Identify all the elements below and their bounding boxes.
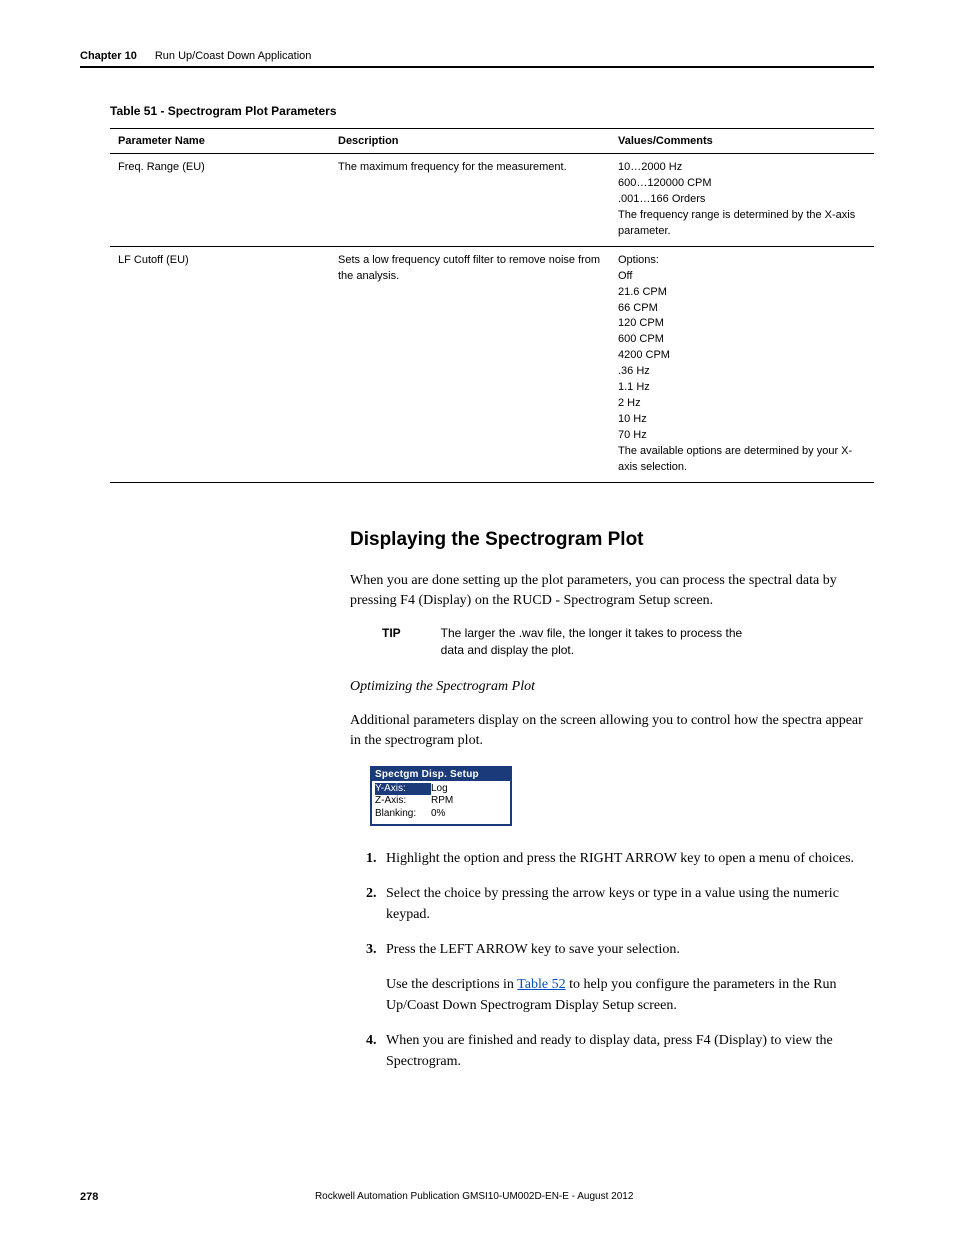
- table-row: LF Cutoff (EU) Sets a low frequency cuto…: [110, 246, 874, 482]
- body-paragraph: Additional parameters display on the scr…: [350, 711, 874, 752]
- table-caption: Table 51 - Spectrogram Plot Parameters: [110, 104, 874, 118]
- page-footer: 278 Rockwell Automation Publication GMSI…: [80, 1191, 874, 1203]
- page-number: 278: [80, 1191, 98, 1203]
- col-header-vals: Values/Comments: [610, 129, 874, 154]
- spectgm-setup-box: Spectgm Disp. Setup Y-Axis: Log Z-Axis: …: [370, 766, 512, 827]
- setup-key: Y-Axis:: [375, 783, 431, 796]
- val-line: The frequency range is determined by the…: [618, 208, 866, 240]
- table-row: Freq. Range (EU) The maximum frequency f…: [110, 154, 874, 247]
- steps-list: Highlight the option and press the RIGHT…: [380, 848, 874, 1072]
- setup-row: Blanking: 0%: [375, 808, 507, 821]
- tip-text: The larger the .wav file, the longer it …: [441, 625, 761, 659]
- step-text: Select the choice by pressing the arrow …: [386, 886, 839, 922]
- step-item: When you are finished and ready to displ…: [380, 1030, 874, 1072]
- param-desc: The maximum frequency for the measuremen…: [330, 154, 610, 247]
- col-header-desc: Description: [330, 129, 610, 154]
- val-line: 1.1 Hz: [618, 380, 866, 396]
- setup-key: Z-Axis:: [375, 795, 431, 808]
- val-line: Options:: [618, 253, 866, 269]
- val-line: Off: [618, 269, 866, 285]
- setup-val: RPM: [431, 795, 453, 808]
- val-line: 10…2000 Hz: [618, 160, 866, 176]
- val-line: 4200 CPM: [618, 348, 866, 364]
- parameters-table: Parameter Name Description Values/Commen…: [110, 128, 874, 483]
- val-line: .36 Hz: [618, 364, 866, 380]
- setup-row: Z-Axis: RPM: [375, 795, 507, 808]
- step-text: When you are finished and ready to displ…: [386, 1033, 833, 1069]
- setup-box-title: Spectgm Disp. Setup: [372, 768, 510, 781]
- subheading: Optimizing the Spectrogram Plot: [350, 679, 874, 695]
- step-item: Select the choice by pressing the arrow …: [380, 883, 874, 925]
- table-header-row: Parameter Name Description Values/Commen…: [110, 129, 874, 154]
- page-header: Chapter 10 Run Up/Coast Down Application: [80, 50, 874, 62]
- setup-key: Blanking:: [375, 808, 431, 821]
- step-text: Highlight the option and press the RIGHT…: [386, 851, 854, 866]
- chapter-title: Run Up/Coast Down Application: [155, 50, 312, 62]
- setup-val: Log: [431, 783, 448, 796]
- setup-box-body: Y-Axis: Log Z-Axis: RPM Blanking: 0%: [372, 781, 510, 825]
- section-heading: Displaying the Spectrogram Plot: [350, 529, 874, 551]
- val-line: 2 Hz: [618, 396, 866, 412]
- param-vals: 10…2000 Hz 600…120000 CPM .001…166 Order…: [610, 154, 874, 247]
- val-line: The available options are determined by …: [618, 444, 866, 476]
- val-line: 10 Hz: [618, 412, 866, 428]
- val-line: 600 CPM: [618, 332, 866, 348]
- val-line: 21.6 CPM: [618, 285, 866, 301]
- val-line: 70 Hz: [618, 428, 866, 444]
- step-subtext: Use the descriptions in Table 52 to help…: [386, 974, 874, 1016]
- val-line: 66 CPM: [618, 301, 866, 317]
- param-vals: Options: Off 21.6 CPM 66 CPM 120 CPM 600…: [610, 246, 874, 482]
- chapter-label: Chapter 10: [80, 50, 137, 62]
- header-rule: [80, 66, 874, 68]
- publication-line: Rockwell Automation Publication GMSI10-U…: [98, 1191, 850, 1203]
- param-name: LF Cutoff (EU): [110, 246, 330, 482]
- val-line: .001…166 Orders: [618, 192, 866, 208]
- val-line: 120 CPM: [618, 316, 866, 332]
- tip-label: TIP: [382, 626, 401, 659]
- body-paragraph: When you are done setting up the plot pa…: [350, 571, 874, 612]
- param-desc: Sets a low frequency cutoff filter to re…: [330, 246, 610, 482]
- step-item: Highlight the option and press the RIGHT…: [380, 848, 874, 869]
- setup-val: 0%: [431, 808, 445, 821]
- text-run: Use the descriptions in: [386, 977, 517, 992]
- step-item: Press the LEFT ARROW key to save your se…: [380, 939, 874, 1016]
- param-name: Freq. Range (EU): [110, 154, 330, 247]
- val-line: 600…120000 CPM: [618, 176, 866, 192]
- tip-block: TIP The larger the .wav file, the longer…: [382, 625, 874, 659]
- table-52-link[interactable]: Table 52: [517, 977, 565, 992]
- col-header-name: Parameter Name: [110, 129, 330, 154]
- setup-row: Y-Axis: Log: [375, 783, 507, 796]
- step-text: Press the LEFT ARROW key to save your se…: [386, 942, 680, 957]
